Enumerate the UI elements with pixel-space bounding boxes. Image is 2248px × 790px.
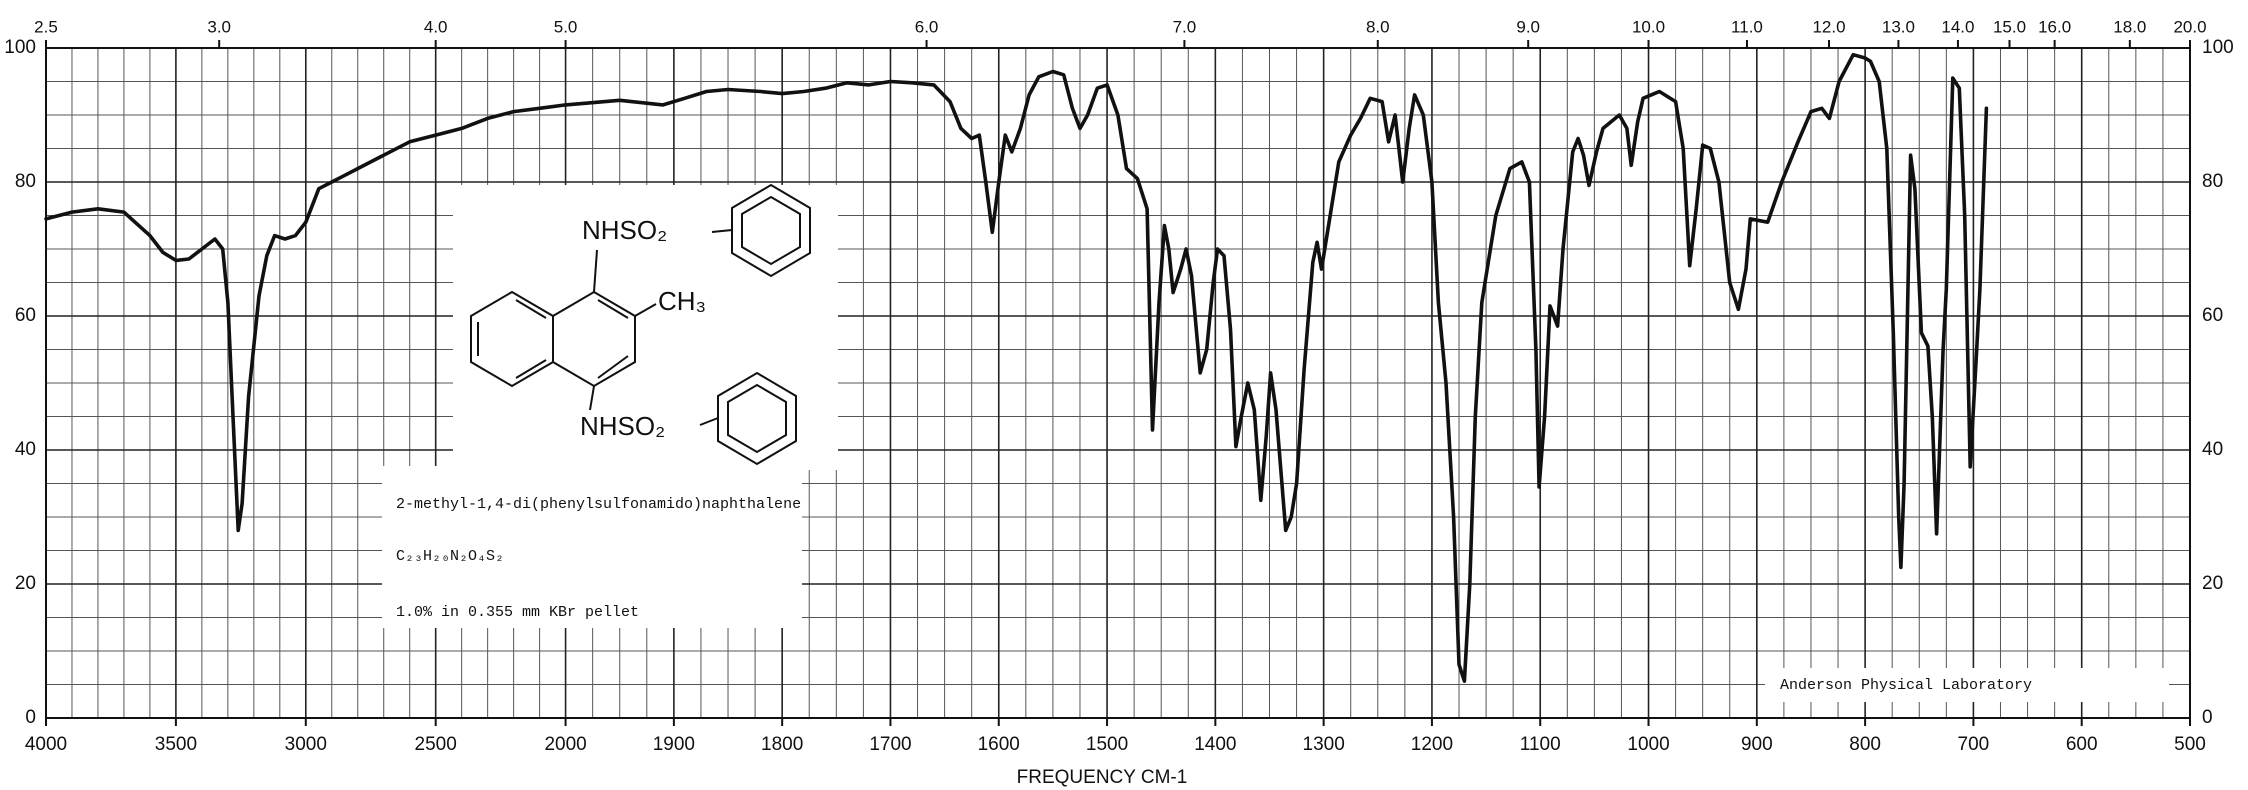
compound-name: 2-methyl-1,4-di(phenylsulfonamido)naphth… bbox=[396, 496, 801, 513]
x-tick-label: 1100 bbox=[1520, 734, 1561, 755]
x-tick-label: 1800 bbox=[761, 734, 803, 755]
y2-tick-label: 20 bbox=[2202, 573, 2223, 594]
x-tick-label: 4000 bbox=[25, 734, 67, 755]
x2-tick-label: 4.0 bbox=[424, 17, 448, 36]
x2-tick-label: 11.0 bbox=[1731, 17, 1763, 36]
x2-tick-label: 12.0 bbox=[1812, 17, 1845, 36]
formula: C₂₃H₂₀N₂O₄S₂ bbox=[396, 548, 504, 565]
phenyl bbox=[717, 371, 797, 466]
x2-tick-label: 9.0 bbox=[1516, 17, 1540, 36]
x-tick-label: 500 bbox=[2174, 734, 2206, 755]
double-bond bbox=[515, 359, 547, 379]
x2-tick-label: 20.0 bbox=[2173, 17, 2206, 36]
x-tick-label: 1600 bbox=[978, 734, 1020, 755]
x2-tick-label: 6.0 bbox=[915, 17, 939, 36]
y-tick-label: 0 bbox=[25, 707, 36, 728]
double-bond bbox=[597, 299, 629, 319]
bond bbox=[699, 417, 719, 426]
x-tick-label: 3500 bbox=[155, 734, 197, 755]
x-tick-label: 1500 bbox=[1086, 734, 1128, 755]
x2-tick-label: 2.5 bbox=[34, 17, 58, 36]
phenyl-inner bbox=[727, 383, 787, 454]
x-tick-label: 1400 bbox=[1194, 734, 1236, 755]
structure-box bbox=[453, 185, 838, 470]
lab-box bbox=[1765, 668, 2169, 702]
ring bbox=[470, 290, 554, 388]
y-tick-label: 40 bbox=[15, 439, 36, 460]
x2-tick-label: 5.0 bbox=[554, 17, 578, 36]
plot-frame bbox=[45, 47, 2191, 719]
x-tick-label: 1200 bbox=[1411, 734, 1453, 755]
x-tick-label: 900 bbox=[1741, 734, 1773, 755]
x-tick-label: 3000 bbox=[285, 734, 327, 755]
y-tick-label: 20 bbox=[15, 573, 36, 594]
bond bbox=[593, 249, 598, 293]
x2-tick-label: 3.0 bbox=[207, 17, 231, 36]
insets: NHSO₂ CH₃ NHSO₂ 2-methyl-1,4-di(phenylsu… bbox=[382, 183, 2169, 702]
bond bbox=[634, 303, 657, 317]
y2-tick-label: 0 bbox=[2202, 707, 2213, 728]
x-axis-label: FREQUENCY CM-1 bbox=[1017, 767, 1188, 788]
structure-label: CH₃ bbox=[658, 286, 706, 316]
x-tick-label: 2500 bbox=[415, 734, 457, 755]
double-bond bbox=[515, 299, 547, 319]
structure-label: NHSO₂ bbox=[580, 411, 665, 441]
x-tick-label: 1300 bbox=[1303, 734, 1345, 755]
x-tick-label: 1000 bbox=[1627, 734, 1669, 755]
plot bbox=[44, 52, 1989, 683]
x2-tick-label: 14.0 bbox=[1941, 17, 1974, 36]
spectrum-line bbox=[44, 52, 1989, 683]
x-tick-label: 600 bbox=[2066, 734, 2098, 755]
lab-name: Anderson Physical Laboratory bbox=[1780, 677, 2032, 694]
x-tick-label: 800 bbox=[1849, 734, 1881, 755]
x2-tick-label: 10.0 bbox=[1632, 17, 1665, 36]
phenyl-inner bbox=[741, 195, 801, 266]
double-bond bbox=[597, 355, 629, 379]
x2-tick-label: 8.0 bbox=[1366, 17, 1390, 36]
y2-tick-label: 100 bbox=[2202, 37, 2234, 58]
y2-tick-label: 80 bbox=[2202, 171, 2223, 192]
x-tick-label: 1700 bbox=[869, 734, 911, 755]
x2-tick-label: 13.0 bbox=[1882, 17, 1915, 36]
x2-tick-label: 15.0 bbox=[1993, 17, 2026, 36]
y2-tick-label: 60 bbox=[2202, 305, 2223, 326]
x-tick-label: 2000 bbox=[544, 734, 586, 755]
sample-note: 1.0% in 0.355 mm KBr pellet bbox=[396, 604, 639, 621]
structure: NHSO₂ CH₃ NHSO₂ bbox=[470, 183, 811, 466]
y-tick-label: 80 bbox=[15, 171, 36, 192]
structure-label: NHSO₂ bbox=[582, 215, 667, 245]
x-tick-label: 1900 bbox=[653, 734, 695, 755]
x2-tick-label: 16.0 bbox=[2038, 17, 2071, 36]
bond bbox=[711, 229, 733, 233]
phenyl bbox=[731, 183, 811, 278]
x2-tick-label: 18.0 bbox=[2113, 17, 2146, 36]
bond bbox=[589, 385, 595, 411]
y-tick-label: 60 bbox=[15, 305, 36, 326]
x-tick-label: 700 bbox=[1958, 734, 1990, 755]
y2-tick-label: 40 bbox=[2202, 439, 2223, 460]
x2-tick-label: 7.0 bbox=[1173, 17, 1197, 36]
y-tick-label: 100 bbox=[4, 37, 36, 58]
info-box bbox=[382, 466, 802, 628]
